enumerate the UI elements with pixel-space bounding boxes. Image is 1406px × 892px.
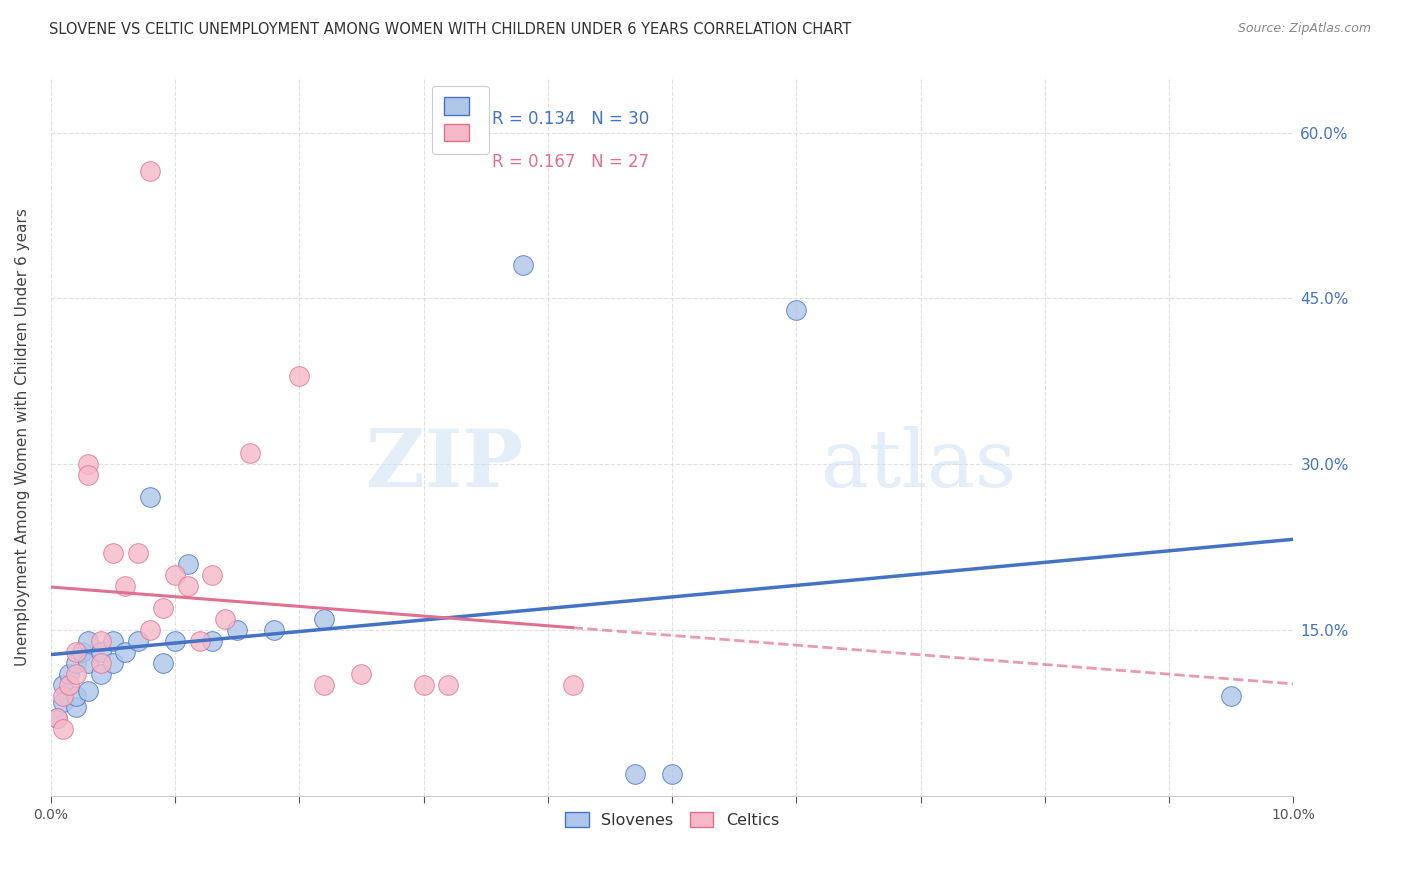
Point [52,695,75,709]
Point [90,667,112,681]
Point [165,634,187,648]
Point [139,164,162,178]
Point [661,766,683,780]
Point [139,623,162,637]
Text: SLOVENE VS CELTIC UNEMPLOYMENT AMONG WOMEN WITH CHILDREN UNDER 6 YEARS CORRELATI: SLOVENE VS CELTIC UNEMPLOYMENT AMONG WOM… [49,22,852,37]
Point [65,690,87,704]
Point [226,623,249,637]
Point [70,645,93,659]
Point [263,623,285,637]
Point [77,656,100,670]
Legend: Slovenes, Celtics: Slovenes, Celtics [558,805,786,834]
Point [561,678,583,692]
Point [437,678,460,692]
Point [65,667,87,681]
Point [512,258,534,272]
Point [127,634,149,648]
Text: R = 0.167   N = 27: R = 0.167 N = 27 [492,153,650,171]
Point [127,546,149,560]
Point [58,667,80,681]
Point [1220,690,1243,704]
Point [239,446,262,460]
Point [65,645,87,659]
Point [46,711,69,725]
Point [412,678,434,692]
Point [114,579,136,593]
Point [114,645,136,659]
Point [785,302,807,317]
Point [288,368,311,383]
Point [176,557,198,571]
Point [52,690,75,704]
Point [52,723,75,737]
Point [350,667,373,681]
Point [139,491,162,505]
Point [314,612,336,626]
Text: R = 0.134   N = 30: R = 0.134 N = 30 [492,110,650,128]
Point [188,634,211,648]
Point [152,600,174,615]
Point [90,645,112,659]
Point [65,700,87,714]
Point [101,656,124,670]
Point [52,678,75,692]
Point [101,546,124,560]
Point [58,678,80,692]
Point [214,612,236,626]
Point [90,656,112,670]
Text: atlas: atlas [821,426,1017,504]
Point [201,567,224,582]
Point [65,656,87,670]
Point [46,711,69,725]
Y-axis label: Unemployment Among Women with Children Under 6 years: Unemployment Among Women with Children U… [15,208,30,665]
Text: ZIP: ZIP [366,426,523,504]
Point [101,634,124,648]
Point [624,766,647,780]
Point [77,468,100,483]
Point [152,656,174,670]
Point [165,567,187,582]
Point [77,683,100,698]
Text: Source: ZipAtlas.com: Source: ZipAtlas.com [1237,22,1371,36]
Point [176,579,198,593]
Point [77,634,100,648]
Point [90,634,112,648]
Point [77,457,100,471]
Point [201,634,224,648]
Point [314,678,336,692]
